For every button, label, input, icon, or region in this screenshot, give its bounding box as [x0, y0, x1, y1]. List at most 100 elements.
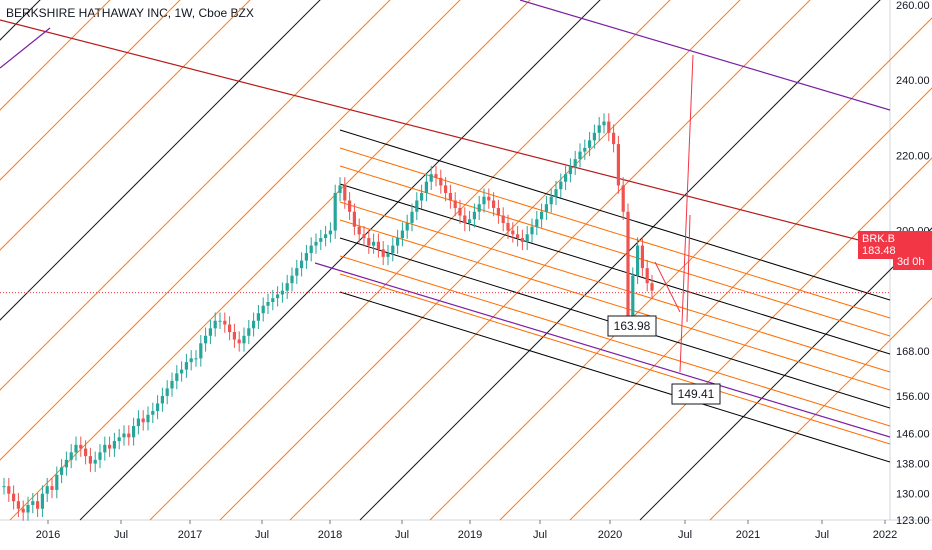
- lower-parallel: [314, 262, 891, 438]
- candle-body: [45, 486, 49, 494]
- candle-body: [415, 200, 419, 212]
- candle-body: [189, 358, 193, 363]
- time-tick-label: Jul: [678, 529, 692, 541]
- candle-body: [583, 147, 587, 152]
- ascending-line: [0, 0, 321, 321]
- time-axis: 2016 Jul 2017 Jul 2018 Jul 2019 Jul 2020 Jul 2021 J…: [36, 520, 897, 541]
- symbol-badge: BRK.B: [862, 233, 896, 245]
- ascending-line: [79, 0, 601, 521]
- ascending-line: [9, 0, 531, 521]
- ascending-line: [359, 0, 881, 521]
- candle-body: [295, 268, 299, 276]
- candle-body: [184, 362, 188, 370]
- candle-body: [204, 335, 208, 344]
- candle-body: [237, 339, 241, 344]
- candle-body: [132, 426, 136, 438]
- candle-body: [631, 275, 635, 325]
- candle-body: [396, 238, 400, 246]
- arrow-long: [679, 54, 694, 373]
- candle-body: [468, 219, 472, 224]
- candle-body: [256, 313, 260, 321]
- ascending-line: [709, 297, 932, 521]
- arrow-small: [654, 261, 681, 313]
- time-tick-label: 2018: [318, 529, 342, 541]
- candle-body: [391, 245, 395, 254]
- time-tick-label: Jul: [114, 529, 128, 541]
- candle-body: [266, 301, 270, 306]
- candle-body: [285, 283, 289, 291]
- candle-body: [530, 226, 534, 235]
- candle-body: [232, 332, 236, 340]
- candle-body: [300, 260, 304, 269]
- candle-body: [540, 211, 544, 220]
- price-tick-label: 260.00: [896, 0, 930, 12]
- candle-body: [324, 234, 328, 239]
- price-tick-label: 123.00: [896, 515, 930, 527]
- ascending-line: [0, 0, 181, 181]
- candle-body: [405, 223, 409, 231]
- ascending-line: [0, 0, 391, 391]
- candle-body: [64, 459, 68, 468]
- candle-body: [79, 444, 83, 449]
- candle-body: [420, 192, 424, 201]
- candle-body: [492, 200, 496, 208]
- candle-body: [213, 320, 217, 329]
- ascending-line: [499, 87, 932, 521]
- ascending-line: [0, 0, 41, 41]
- candle-body: [7, 486, 11, 494]
- candle-body: [439, 177, 443, 186]
- candle-body: [549, 196, 553, 205]
- candle-body: [535, 219, 539, 227]
- time-tick-label: 2019: [458, 529, 482, 541]
- candle-body: [621, 185, 625, 212]
- candle-body: [175, 373, 179, 381]
- candle-body: [26, 504, 30, 513]
- candle-body: [304, 253, 308, 261]
- candle-body: [84, 448, 88, 457]
- candle-body: [319, 238, 323, 242]
- candle-body: [578, 151, 582, 160]
- candle-body: [252, 320, 256, 329]
- candle-body: [31, 501, 35, 505]
- candle-body: [160, 395, 164, 404]
- candle-body: [410, 211, 414, 224]
- time-tick-label: 2016: [36, 529, 60, 541]
- candle-body: [16, 501, 20, 509]
- timer-badge: 3d 0h: [893, 254, 932, 270]
- candle-body: [525, 234, 529, 242]
- candle-body: [333, 192, 337, 231]
- candle-body: [602, 121, 606, 126]
- annotation-149-41-box: [671, 383, 721, 405]
- candles-group: [2, 113, 654, 521]
- candle-body: [592, 132, 596, 141]
- candle-body: [487, 196, 491, 201]
- candle-body: [247, 328, 251, 336]
- candle-body: [400, 230, 404, 239]
- candle-body: [156, 403, 160, 411]
- candle-body: [348, 200, 352, 212]
- candle-body: [127, 433, 131, 438]
- candle-body: [223, 320, 227, 325]
- candle-body: [343, 185, 347, 201]
- ascending-line: [219, 0, 741, 521]
- candle-body: [60, 467, 64, 475]
- candle-body: [352, 211, 356, 227]
- candle-body: [98, 452, 102, 460]
- candle-body: [199, 343, 203, 359]
- candle-body: [194, 358, 198, 360]
- candle-body: [55, 474, 59, 490]
- median-line: [0, 19, 891, 249]
- candle-body: [146, 414, 150, 423]
- candle-body: [218, 320, 222, 322]
- descending-line: [339, 129, 891, 301]
- candle-body: [640, 245, 644, 269]
- time-tick-label: Jul: [533, 529, 547, 541]
- candle-body: [559, 181, 563, 190]
- candle-body: [626, 211, 630, 325]
- price-tick-label: 168.00: [896, 346, 930, 358]
- candle-body: [40, 493, 44, 509]
- candle-body: [314, 241, 318, 246]
- last-price: 183.48: [862, 245, 896, 257]
- price-tick-label: 240.00: [896, 75, 930, 87]
